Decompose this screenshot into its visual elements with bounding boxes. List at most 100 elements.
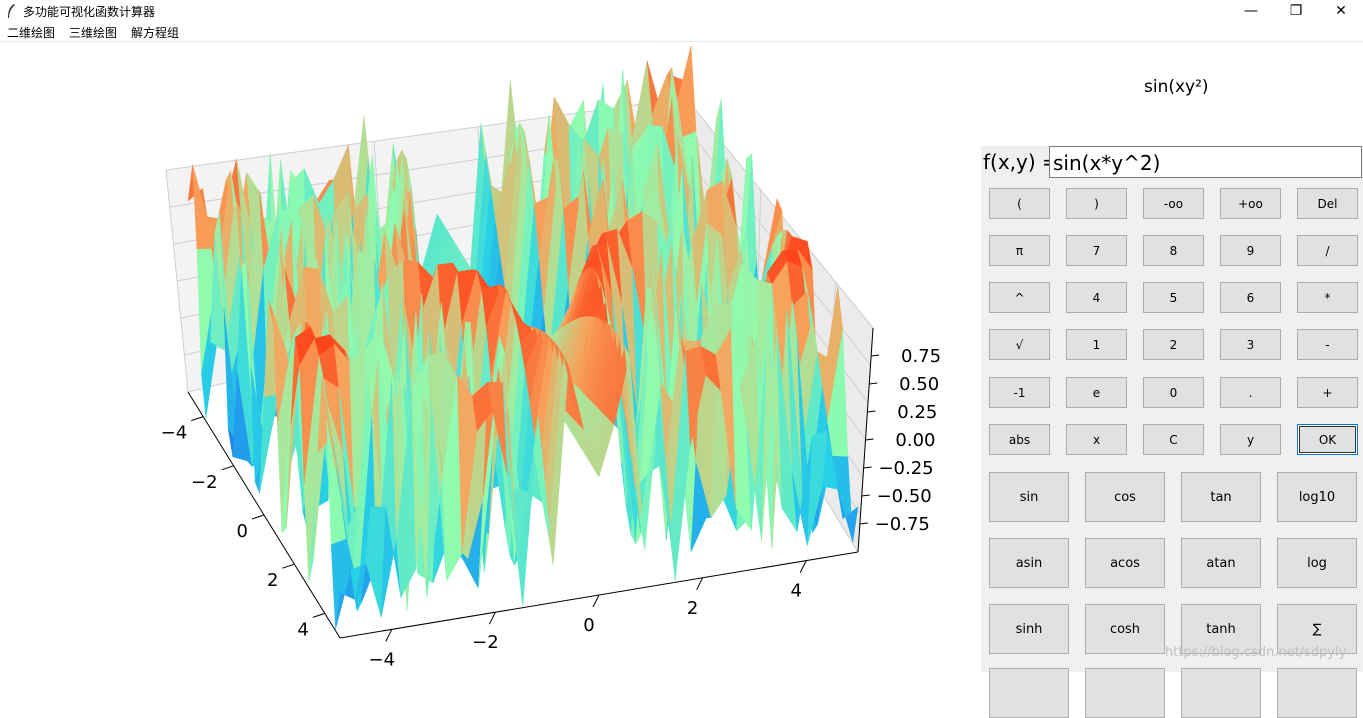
key-2-button[interactable]: 2 xyxy=(1143,329,1204,360)
key-e-button[interactable]: e xyxy=(1066,377,1127,408)
watermark: https://blog.csdn.net/sdpyly xyxy=(1165,645,1347,660)
y-tick-label: 0 xyxy=(237,521,248,542)
key-x-button[interactable]: x xyxy=(1066,424,1127,455)
function-title: sin(xy²) xyxy=(1144,77,1209,97)
tick-mark xyxy=(488,611,496,625)
func-cos-button[interactable]: cos xyxy=(1085,472,1165,522)
tick-mark xyxy=(191,416,204,422)
func-row-partial-button[interactable] xyxy=(1277,668,1357,718)
menu-solve-equations[interactable]: 解方程组 xyxy=(131,26,180,40)
y-tick-label: −2 xyxy=(191,472,218,493)
tick-mark xyxy=(869,382,878,385)
key-abs-button[interactable]: abs xyxy=(989,424,1050,455)
func-acos-button[interactable]: acos xyxy=(1085,538,1165,588)
func-cosh-button[interactable]: cosh xyxy=(1085,604,1165,654)
tick-mark xyxy=(385,629,393,642)
key-dot-button[interactable]: . xyxy=(1220,377,1281,408)
key-3-button[interactable]: 3 xyxy=(1220,329,1281,360)
key-power-button[interactable]: ^ xyxy=(989,282,1050,313)
key-5-button[interactable]: 5 xyxy=(1143,282,1204,313)
tick-mark xyxy=(871,354,880,357)
tick-mark xyxy=(221,465,234,471)
tick-mark xyxy=(863,466,872,469)
menu-2d-plot[interactable]: 二维绘图 xyxy=(7,26,56,40)
function-title-text: sin(xy²) xyxy=(1144,77,1209,97)
key-y-button[interactable]: y xyxy=(1220,424,1281,455)
menu-3d-plot[interactable]: 三维绘图 xyxy=(69,26,118,40)
z-tick-label: 0.75 xyxy=(901,346,941,367)
tick-mark xyxy=(867,410,876,413)
key-c-button[interactable]: C xyxy=(1143,424,1204,455)
tick-mark xyxy=(865,438,874,441)
func-tanh-button[interactable]: tanh xyxy=(1181,604,1261,654)
z-tick-label: −0.25 xyxy=(878,458,933,479)
key-pos-inf-button[interactable]: +oo xyxy=(1220,188,1281,219)
func-row-partial-button[interactable] xyxy=(989,668,1069,718)
key-7-button[interactable]: 7 xyxy=(1066,235,1127,266)
feather-icon xyxy=(8,4,15,18)
tick-mark xyxy=(282,563,295,569)
tick-mark xyxy=(592,594,600,608)
x-tick-label: −4 xyxy=(369,649,396,670)
x-tick-label: 0 xyxy=(583,615,594,636)
y-tick-label: 2 xyxy=(267,570,278,591)
key-6-button[interactable]: 6 xyxy=(1220,282,1281,313)
key-0-button[interactable]: 0 xyxy=(1143,377,1204,408)
tick-mark xyxy=(859,522,868,525)
key-9-button[interactable]: 9 xyxy=(1220,235,1281,266)
func-asin-button[interactable]: asin xyxy=(989,538,1069,588)
func-sin-button[interactable]: sin xyxy=(989,472,1069,522)
maximize-button[interactable]: ❐ xyxy=(1289,3,1303,19)
axis-ticks: −4 −2 0 2 4 −4 −2 0 2 4 0.75 0.50 0.25 0.00 −0.25 −0.50… xyxy=(161,346,941,670)
key-8-button[interactable]: 8 xyxy=(1143,235,1204,266)
key-delete-button[interactable]: Del xyxy=(1297,188,1358,219)
menu-bar: 二维绘图 三维绘图 解方程组 xyxy=(0,22,1363,42)
key-minus-button[interactable]: - xyxy=(1297,329,1358,360)
y-tick-label: 4 xyxy=(297,619,308,640)
key-1-button[interactable]: 1 xyxy=(1066,329,1127,360)
tick-mark xyxy=(696,577,704,591)
key-sqrt-button[interactable]: √ xyxy=(989,329,1050,360)
z-tick-label: 0.50 xyxy=(899,374,939,395)
surface-mesh xyxy=(187,45,859,630)
x-tick-label: 2 xyxy=(687,598,698,619)
z-tick-label: −0.50 xyxy=(877,486,932,507)
z-tick-label: −0.75 xyxy=(875,514,930,535)
z-tick-label: 0.00 xyxy=(895,430,935,451)
tick-mark xyxy=(312,612,325,618)
x-tick-label: 4 xyxy=(790,581,801,602)
key-lparen-button[interactable]: ( xyxy=(989,188,1050,219)
key-pi-button[interactable]: π xyxy=(989,235,1050,266)
key-plus-button[interactable]: + xyxy=(1297,377,1358,408)
key-neg-one-button[interactable]: -1 xyxy=(989,377,1050,408)
close-button[interactable]: ✕ xyxy=(1335,3,1347,19)
tick-mark xyxy=(251,514,265,520)
key-divide-button[interactable]: / xyxy=(1297,235,1358,266)
func-log10-button[interactable]: log10 xyxy=(1277,472,1357,522)
func-row-partial-button[interactable] xyxy=(1181,668,1261,718)
tick-mark xyxy=(861,494,870,497)
x-tick-label: −2 xyxy=(472,632,499,653)
func-row-partial-button[interactable] xyxy=(1085,668,1165,718)
func-sum-button[interactable]: ∑ xyxy=(1277,604,1357,654)
surface-plot[interactable]: −4 −2 0 2 4 −4 −2 0 2 4 0.75 0.50 0.25 0.00 −0.25 −0.50… xyxy=(0,42,980,672)
key-4-button[interactable]: 4 xyxy=(1066,282,1127,313)
key-ok-button[interactable]: OK xyxy=(1297,424,1358,455)
calculator-panel xyxy=(981,146,1363,672)
function-input[interactable]: sin(x*y^2) xyxy=(1049,146,1362,178)
window-title: 多功能可视化函数计算器 xyxy=(23,5,156,19)
key-rparen-button[interactable]: ) xyxy=(1066,188,1127,219)
func-atan-button[interactable]: atan xyxy=(1181,538,1261,588)
func-sinh-button[interactable]: sinh xyxy=(989,604,1069,654)
y-tick-label: −4 xyxy=(161,423,188,444)
func-log-button[interactable]: log xyxy=(1277,538,1357,588)
minimize-button[interactable]: — xyxy=(1244,3,1258,19)
func-tan-button[interactable]: tan xyxy=(1181,472,1261,522)
function-label: f(x,y) = xyxy=(983,150,1059,174)
surface-facet xyxy=(837,489,859,543)
z-tick-label: 0.25 xyxy=(897,402,937,423)
tick-mark xyxy=(799,560,807,573)
title-bar: 多功能可视化函数计算器 — ❐ ✕ xyxy=(0,0,1363,22)
key-multiply-button[interactable]: * xyxy=(1297,282,1358,313)
key-neg-inf-button[interactable]: -oo xyxy=(1143,188,1204,219)
